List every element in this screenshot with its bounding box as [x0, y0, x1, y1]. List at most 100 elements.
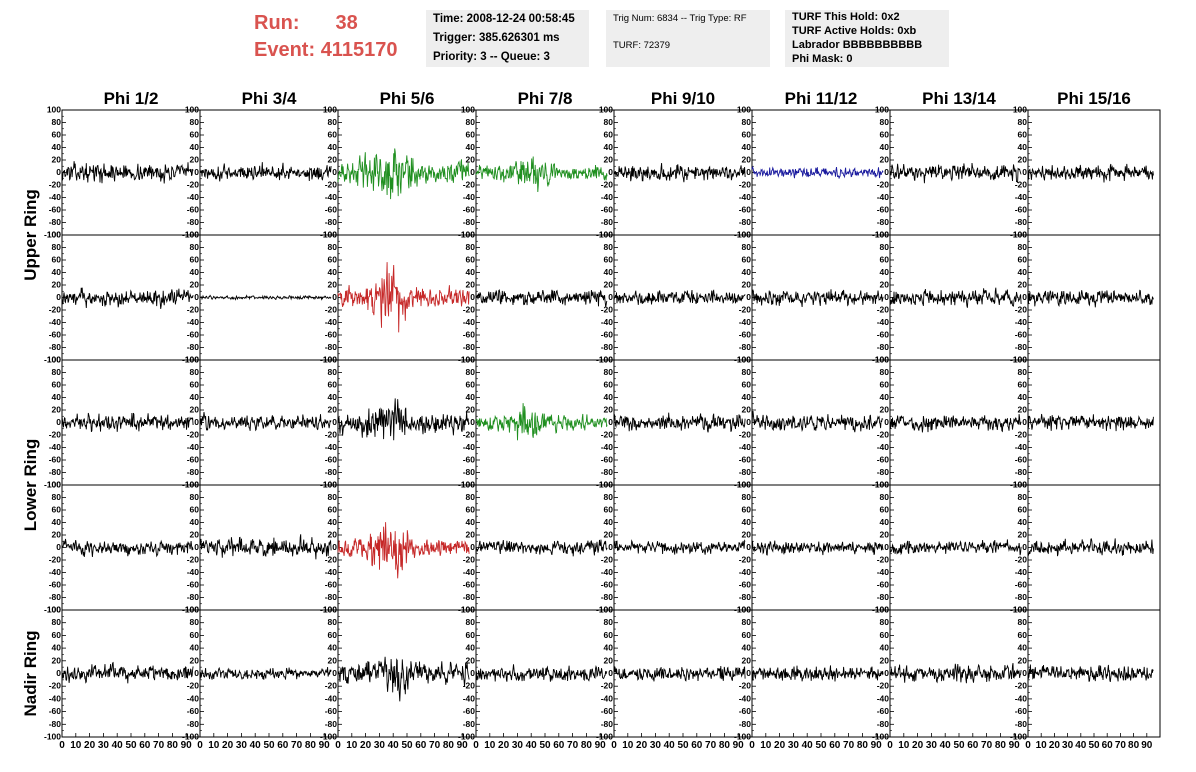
x-tick-label: 90: [595, 740, 607, 751]
y-tick-label: 80: [880, 117, 890, 127]
y-tick-label: -100: [320, 355, 337, 365]
y-tick-label: 20: [742, 530, 752, 540]
y-tick-label: -100: [596, 732, 613, 742]
y-tick-label: -40: [1015, 442, 1028, 452]
y-tick-label: 0: [332, 542, 337, 552]
y-tick-label: 60: [190, 505, 200, 515]
y-tick-label: 40: [52, 643, 62, 653]
y-tick-label: 60: [1018, 380, 1028, 390]
y-tick-label: -20: [877, 180, 890, 190]
y-tick-label: -20: [877, 555, 890, 565]
y-tick-label: -20: [325, 180, 338, 190]
y-tick-label: -60: [325, 455, 338, 465]
y-tick-label: -40: [463, 192, 476, 202]
y-tick-label: 40: [190, 517, 200, 527]
y-tick-label: 20: [466, 530, 476, 540]
y-tick-label: -20: [49, 305, 62, 315]
y-tick-label: 40: [466, 142, 476, 152]
y-tick-label: -80: [1015, 217, 1028, 227]
y-tick-label: 100: [47, 480, 61, 490]
y-tick-label: 0: [194, 668, 199, 678]
column-title: Phi 9/10: [651, 89, 715, 108]
column-title: Phi 15/16: [1057, 89, 1131, 108]
y-tick-label: 60: [190, 255, 200, 265]
y-tick-label: -60: [325, 580, 338, 590]
y-tick-label: 60: [328, 130, 338, 140]
x-tick-label: 90: [1009, 740, 1021, 751]
y-tick-label: 80: [880, 617, 890, 627]
y-tick-label: 100: [47, 105, 61, 115]
y-tick-label: -40: [49, 442, 62, 452]
x-tick-label: 0: [59, 740, 65, 751]
y-tick-label: 40: [190, 643, 200, 653]
waveform-trace: [613, 412, 746, 433]
y-tick-label: 20: [190, 530, 200, 540]
x-tick-label: 60: [829, 740, 841, 751]
y-tick-label: -40: [877, 567, 890, 577]
x-tick-label: 90: [1141, 740, 1153, 751]
y-tick-label: -100: [458, 480, 475, 490]
y-tick-label: -20: [49, 430, 62, 440]
event-row: Event: 4115170: [254, 37, 397, 64]
waveform-trace: [613, 539, 746, 555]
waveform-trace: [199, 666, 332, 680]
y-tick-label: 80: [466, 242, 476, 252]
y-tick-label: 60: [328, 630, 338, 640]
y-tick-label: 100: [185, 105, 199, 115]
y-tick-label: 100: [323, 480, 337, 490]
x-tick-label: 20: [84, 740, 96, 751]
y-tick-label: -80: [877, 217, 890, 227]
waveform-trace: [199, 534, 332, 560]
y-tick-label: -20: [877, 681, 890, 691]
y-tick-label: 80: [742, 492, 752, 502]
waveform-trace: [337, 656, 470, 702]
y-tick-label: 100: [875, 605, 889, 615]
y-tick-label: -80: [49, 719, 62, 729]
y-tick-label: 80: [880, 242, 890, 252]
x-tick-label: 90: [319, 740, 331, 751]
y-tick-label: -100: [458, 230, 475, 240]
y-tick-label: -40: [877, 693, 890, 703]
y-tick-label: 80: [1018, 367, 1028, 377]
y-tick-label: -80: [877, 592, 890, 602]
y-tick-label: 40: [190, 142, 200, 152]
y-tick-label: 60: [52, 255, 62, 265]
waveform-trace: [889, 663, 1022, 684]
y-tick-label: -100: [182, 355, 199, 365]
y-tick-label: -60: [1015, 330, 1028, 340]
y-tick-label: 80: [742, 617, 752, 627]
waveform-trace: [337, 262, 470, 333]
y-tick-label: 60: [52, 380, 62, 390]
y-tick-label: -40: [1015, 693, 1028, 703]
y-tick-label: 100: [461, 355, 475, 365]
y-tick-label: 80: [604, 617, 614, 627]
event-label: Event:: [254, 39, 316, 61]
y-tick-label: 0: [470, 417, 475, 427]
x-tick-label: 80: [581, 740, 593, 751]
y-tick-label: 60: [604, 255, 614, 265]
y-tick-label: 0: [332, 292, 337, 302]
x-tick-label: 0: [887, 740, 893, 751]
y-tick-label: 100: [599, 480, 613, 490]
y-tick-label: -60: [877, 706, 890, 716]
y-tick-label: -100: [182, 480, 199, 490]
y-tick-label: 0: [194, 167, 199, 177]
y-tick-label: 40: [52, 142, 62, 152]
y-tick-label: 20: [466, 405, 476, 415]
y-tick-label: -100: [458, 605, 475, 615]
y-tick-label: 20: [1018, 405, 1028, 415]
y-tick-label: 60: [880, 630, 890, 640]
y-tick-label: 40: [52, 517, 62, 527]
y-tick-label: -60: [325, 706, 338, 716]
y-tick-label: -100: [734, 732, 751, 742]
y-tick-label: 60: [604, 630, 614, 640]
y-tick-label: -100: [1010, 230, 1027, 240]
y-tick-label: 100: [323, 105, 337, 115]
x-tick-label: 50: [677, 740, 689, 751]
y-tick-label: -60: [49, 205, 62, 215]
y-tick-label: 40: [328, 392, 338, 402]
y-tick-label: 0: [1022, 167, 1027, 177]
waveform-trace: [61, 412, 194, 432]
y-tick-label: 80: [604, 242, 614, 252]
waveform-trace: [751, 289, 884, 308]
